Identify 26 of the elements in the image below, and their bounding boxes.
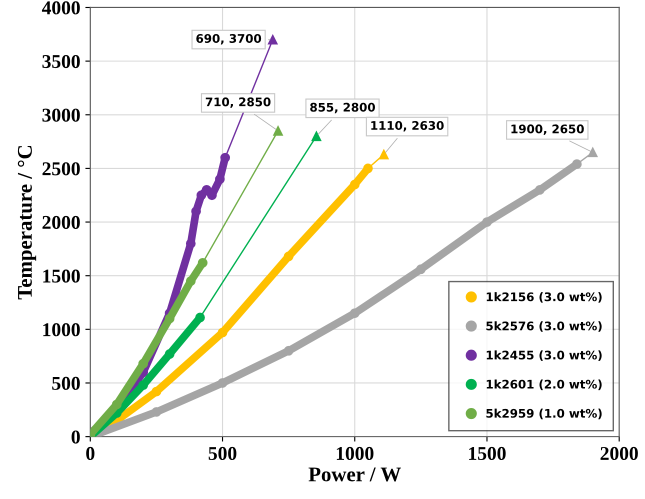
y-tick-label: 0 xyxy=(72,430,80,444)
legend-label: 1k2601 (2.0 wt%) xyxy=(486,380,602,390)
y-tick-label: 500 xyxy=(52,376,80,390)
annotation: 1110, 2630 xyxy=(371,121,444,132)
annotation: 855, 2800 xyxy=(310,102,375,114)
annotation: 710, 2850 xyxy=(206,97,271,108)
y-tick-label: 2500 xyxy=(42,162,80,176)
y-tick-label: 1000 xyxy=(43,323,80,336)
y-axis-title: Temperature / °C xyxy=(18,146,36,300)
y-tick-label: 3000 xyxy=(42,108,80,122)
legend-label: 5k2959 (1.0 wt%) xyxy=(486,408,602,420)
x-tick-label: 2000 xyxy=(600,446,638,460)
legend-label: 1k2455 (3.0 wt%) xyxy=(486,350,602,361)
annotation: 1900, 2650 xyxy=(511,124,584,135)
x-tick-label: 500 xyxy=(208,446,236,460)
x-tick-label: 1000 xyxy=(336,446,374,460)
x-tick-label: 0 xyxy=(86,446,94,460)
annotation: 690, 3700 xyxy=(196,34,262,44)
legend-label: 1k2156 (3.0 wt%) xyxy=(486,292,602,303)
y-tick-label: 1500 xyxy=(43,270,80,283)
y-tick-label: 3500 xyxy=(42,54,80,68)
x-tick-label: 1500 xyxy=(469,446,506,460)
legend-label: 5k2576 (3.0 wt%) xyxy=(486,321,602,332)
y-tick-label: 2000 xyxy=(42,216,80,229)
y-tick-label: 4000 xyxy=(42,1,80,14)
x-axis-title: Power / W xyxy=(308,467,401,482)
